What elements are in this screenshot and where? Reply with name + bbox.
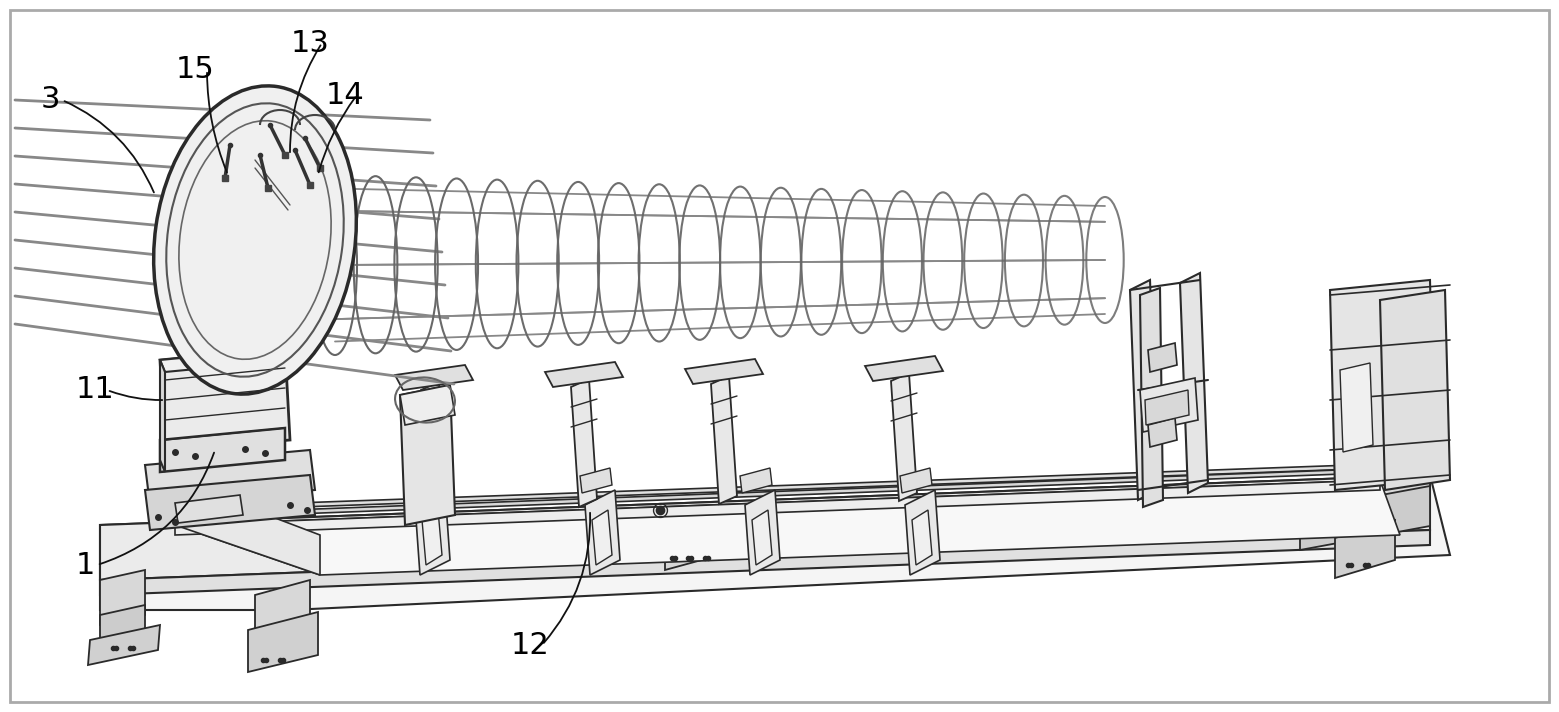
- Polygon shape: [240, 464, 1384, 509]
- Polygon shape: [175, 480, 1400, 575]
- Polygon shape: [865, 356, 943, 381]
- Polygon shape: [1144, 390, 1190, 425]
- Polygon shape: [892, 373, 917, 501]
- Polygon shape: [1300, 486, 1430, 550]
- Polygon shape: [1380, 290, 1450, 490]
- Polygon shape: [100, 530, 1430, 595]
- Polygon shape: [100, 475, 1450, 610]
- Polygon shape: [1300, 470, 1430, 535]
- Polygon shape: [1147, 418, 1177, 447]
- Polygon shape: [290, 468, 1395, 514]
- Polygon shape: [1147, 343, 1177, 372]
- Polygon shape: [666, 525, 720, 570]
- Polygon shape: [751, 510, 772, 565]
- Text: 12: 12: [511, 631, 549, 659]
- Polygon shape: [175, 495, 243, 523]
- Polygon shape: [145, 475, 315, 530]
- Polygon shape: [175, 480, 1380, 535]
- Polygon shape: [256, 580, 310, 640]
- Text: 1: 1: [75, 550, 95, 580]
- Polygon shape: [415, 490, 451, 575]
- Polygon shape: [745, 490, 780, 575]
- Polygon shape: [1130, 280, 1158, 500]
- Ellipse shape: [154, 86, 357, 394]
- Polygon shape: [161, 360, 165, 472]
- Text: 13: 13: [290, 28, 329, 58]
- Polygon shape: [1140, 378, 1197, 432]
- Polygon shape: [100, 605, 145, 650]
- Polygon shape: [900, 468, 932, 493]
- Polygon shape: [546, 362, 624, 387]
- Polygon shape: [394, 365, 472, 390]
- Polygon shape: [711, 376, 737, 504]
- Polygon shape: [161, 348, 290, 450]
- Polygon shape: [1180, 273, 1208, 493]
- Polygon shape: [906, 490, 940, 575]
- Text: 14: 14: [326, 80, 365, 110]
- Polygon shape: [100, 475, 1430, 580]
- Polygon shape: [585, 490, 620, 575]
- Text: 11: 11: [76, 375, 114, 404]
- Polygon shape: [912, 510, 932, 565]
- Polygon shape: [1140, 288, 1163, 507]
- Text: 3: 3: [41, 85, 59, 115]
- Polygon shape: [161, 348, 290, 372]
- Polygon shape: [87, 625, 161, 665]
- Polygon shape: [684, 359, 762, 384]
- Polygon shape: [571, 379, 597, 507]
- Polygon shape: [1330, 280, 1434, 490]
- Polygon shape: [422, 510, 443, 565]
- Polygon shape: [401, 385, 455, 425]
- Text: 15: 15: [176, 56, 215, 85]
- Polygon shape: [421, 382, 447, 510]
- Polygon shape: [1335, 520, 1395, 578]
- Polygon shape: [145, 450, 315, 505]
- Polygon shape: [175, 480, 320, 575]
- Polygon shape: [741, 468, 772, 493]
- Polygon shape: [248, 612, 318, 672]
- Polygon shape: [161, 428, 285, 472]
- Polygon shape: [410, 468, 443, 493]
- Polygon shape: [580, 468, 613, 493]
- Polygon shape: [401, 385, 455, 525]
- Polygon shape: [592, 510, 613, 565]
- Polygon shape: [100, 570, 145, 625]
- Polygon shape: [1341, 363, 1373, 452]
